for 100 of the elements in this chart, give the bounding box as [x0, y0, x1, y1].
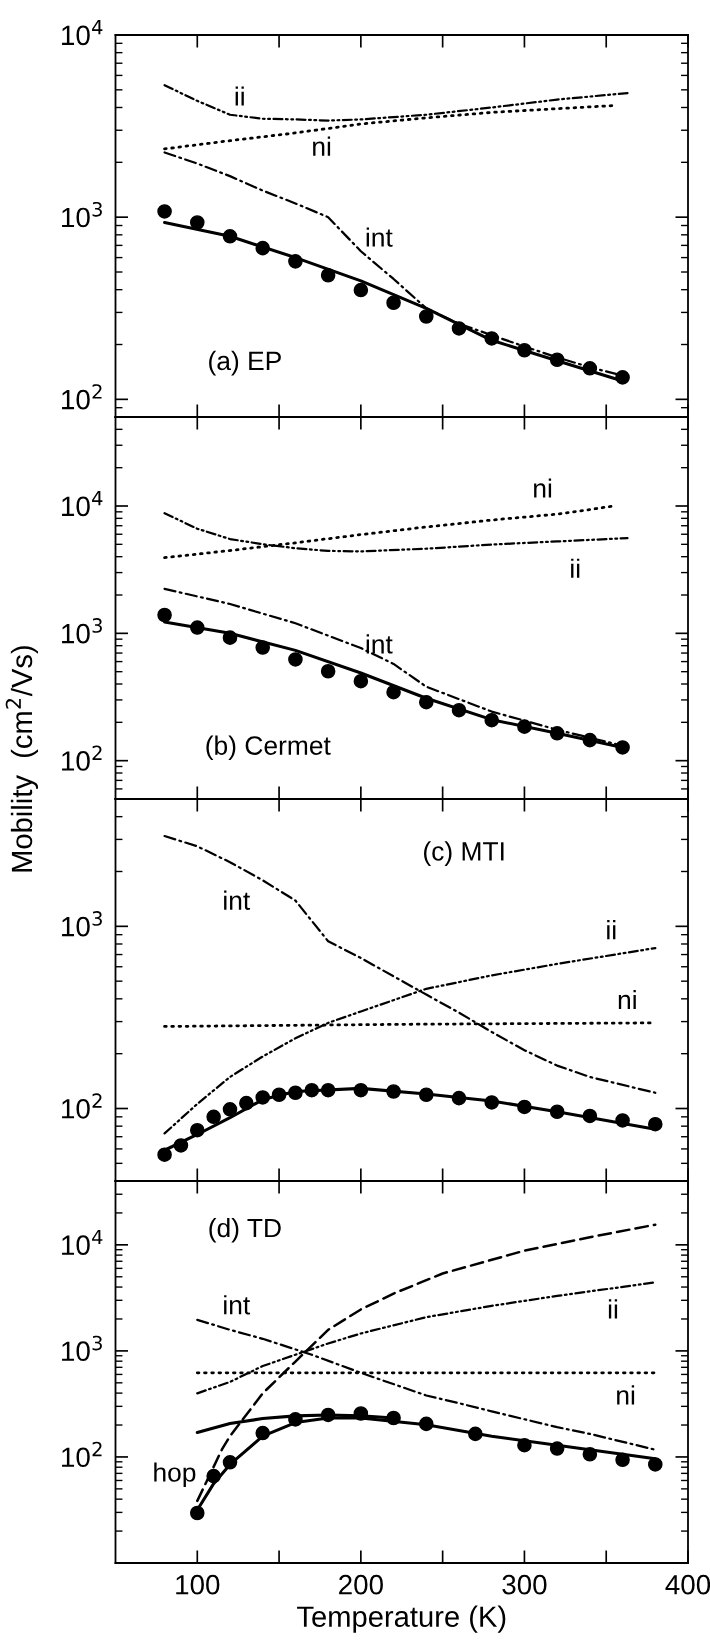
- point: [190, 1505, 205, 1521]
- point: [582, 361, 598, 376]
- point: [419, 694, 434, 710]
- annotation: (a) EP: [209, 350, 281, 376]
- annotation: int: [366, 634, 393, 654]
- point: [288, 1085, 303, 1101]
- annotation: ii: [235, 86, 244, 106]
- point: [255, 240, 270, 256]
- annotation: ni: [534, 478, 552, 498]
- point: [549, 1104, 565, 1120]
- point: [353, 1082, 369, 1098]
- point: [517, 342, 532, 358]
- point: [386, 295, 401, 311]
- x-tick-label: 100: [176, 1574, 220, 1595]
- point: [517, 719, 532, 734]
- annotation: ii: [607, 920, 616, 940]
- point: [549, 1441, 565, 1456]
- point: [419, 1087, 434, 1103]
- point: [484, 331, 499, 346]
- point: [320, 1082, 336, 1098]
- point: [451, 1090, 467, 1106]
- point: [288, 254, 303, 269]
- point: [582, 1108, 598, 1124]
- x-tick-label: 300: [502, 1574, 547, 1595]
- annotation: ii: [608, 1299, 618, 1319]
- point: [255, 640, 270, 655]
- point: [353, 673, 369, 689]
- point: [255, 1090, 270, 1105]
- point: [386, 1084, 401, 1099]
- point: [386, 1410, 401, 1426]
- point: [206, 1468, 221, 1484]
- point: [157, 1147, 172, 1162]
- point: [255, 1425, 270, 1441]
- point: [222, 1455, 238, 1470]
- point: [615, 740, 630, 755]
- y-tick-label: 10$^{4}$: [62, 491, 103, 517]
- y-tick-label: 10$^{3}$: [62, 201, 102, 228]
- annotation: int: [224, 890, 251, 910]
- point: [582, 732, 598, 748]
- point: [615, 1113, 630, 1128]
- y-tick-label: 10$^{3}$: [62, 911, 102, 937]
- point: [190, 620, 205, 635]
- point: [549, 726, 565, 741]
- y-tick-label: 10$^{4}$: [62, 20, 103, 46]
- point: [304, 1082, 320, 1098]
- point: [206, 1109, 221, 1125]
- y-tick-label: 10$^{4}$: [62, 1229, 103, 1255]
- y-tick-label: 10$^{3}$: [62, 618, 102, 644]
- x-axis-title: Temperature (K): [297, 1605, 506, 1633]
- point: [320, 267, 336, 283]
- annotation: int: [366, 227, 393, 247]
- y-tick-label: 10$^{3}$: [62, 1335, 102, 1362]
- point: [353, 1406, 369, 1421]
- point: [386, 684, 401, 700]
- point: [288, 1412, 303, 1427]
- point: [222, 630, 238, 645]
- point: [222, 229, 238, 244]
- point: [288, 652, 303, 667]
- annotation: ii: [571, 558, 580, 578]
- point: [468, 1426, 483, 1442]
- point: [353, 282, 369, 298]
- point: [157, 607, 172, 623]
- point: [239, 1095, 254, 1111]
- point: [190, 215, 205, 230]
- annotation: hop: [154, 1462, 196, 1488]
- point: [222, 1102, 238, 1117]
- x-tick-label: 400: [665, 1574, 710, 1595]
- annotation: ni: [313, 136, 331, 156]
- x-tick-label: 200: [339, 1574, 383, 1595]
- point: [419, 1416, 434, 1432]
- point: [157, 204, 172, 219]
- point: [451, 321, 467, 336]
- y-tick-label: 10$^{2}$: [62, 1441, 102, 1468]
- point: [517, 1099, 532, 1115]
- point: [648, 1457, 663, 1472]
- point: [190, 1122, 205, 1138]
- point: [517, 1437, 532, 1453]
- annotation: ni: [617, 1385, 635, 1405]
- point: [615, 1452, 630, 1468]
- point: [320, 663, 336, 679]
- y-axis-title: Mobility (cm$^{2}$/Vs): [5, 646, 39, 872]
- point: [582, 1446, 598, 1462]
- annotation: (d) TD: [209, 1217, 281, 1243]
- point: [419, 309, 434, 324]
- annotation: int: [224, 1295, 251, 1315]
- point: [173, 1138, 189, 1153]
- annotation: (b) Cermet: [206, 735, 331, 761]
- point: [648, 1116, 663, 1132]
- annotation: (c) MTI: [424, 841, 504, 866]
- point: [271, 1087, 287, 1103]
- y-tick-label: 10$^{2}$: [62, 745, 102, 771]
- point: [320, 1407, 336, 1423]
- annotation: ni: [618, 989, 636, 1010]
- point: [615, 370, 630, 385]
- point: [549, 352, 565, 368]
- point: [484, 1095, 499, 1110]
- y-tick-label: 10$^{2}$: [62, 384, 102, 410]
- point: [451, 702, 467, 718]
- y-tick-label: 10$^{2}$: [62, 1093, 102, 1119]
- point: [484, 712, 499, 728]
